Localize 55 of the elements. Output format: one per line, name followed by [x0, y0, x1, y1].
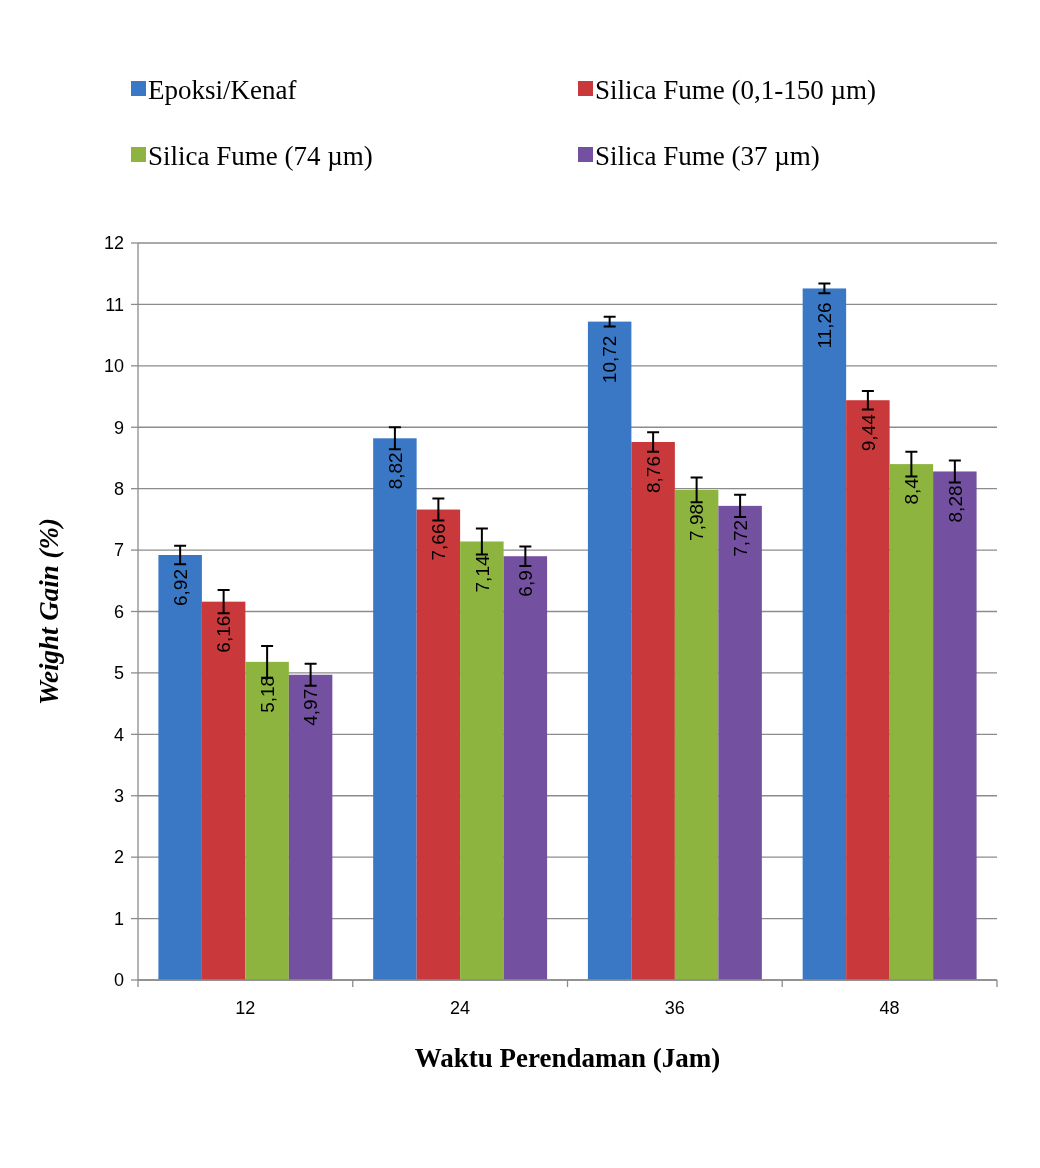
text: 8,76: [642, 455, 664, 493]
bar: [718, 505, 762, 980]
legend-label: Silica Fume (74 µm): [148, 141, 373, 172]
bar: [201, 601, 246, 980]
bar: [373, 438, 417, 980]
y-tick-label: 10: [103, 356, 124, 377]
text: 10,72: [599, 335, 621, 384]
y-tick-label: 0: [113, 970, 124, 991]
text: 6,16: [213, 615, 235, 653]
x-tick-label: 24: [450, 998, 471, 1018]
text: 7,14: [471, 555, 493, 593]
legend-label: Epoksi/Kenaf: [148, 75, 297, 106]
text: 8,4: [901, 478, 923, 505]
y-tick-label: 12: [103, 233, 124, 254]
bar: [288, 674, 333, 980]
text: 4,97: [300, 688, 322, 726]
y-tick-label: 4: [113, 724, 124, 745]
legend-label: Silica Fume (0,1-150 µm): [595, 75, 877, 106]
bar: [158, 555, 202, 980]
y-tick-label: 1: [113, 908, 124, 929]
bar: [245, 661, 289, 980]
y-axis-title: Weight Gain (%): [34, 518, 64, 705]
y-tick-label: 3: [113, 786, 124, 807]
text: 7,72: [729, 519, 751, 557]
bar: [674, 489, 719, 980]
y-tick-label: 7: [113, 540, 124, 561]
y-tick-label: 11: [105, 294, 124, 315]
text: 8,82: [384, 452, 406, 490]
bar: [889, 464, 934, 980]
y-tick-label: 6: [113, 601, 124, 622]
bar: [416, 509, 461, 980]
y-tick-label: 2: [113, 847, 124, 868]
bar: [460, 541, 504, 980]
x-axis-title: Waktu Perendaman (Jam): [414, 1043, 721, 1073]
bar: [846, 400, 890, 980]
text: 5,18: [256, 675, 278, 713]
text: 8,28: [944, 485, 966, 523]
legend-label: Silica Fume (37 µm): [595, 141, 820, 172]
bar: [587, 321, 632, 980]
y-tick-label: 9: [113, 417, 124, 438]
text: 11,26: [814, 302, 836, 349]
bar: [933, 471, 977, 980]
y-tick-label: 8: [113, 478, 124, 499]
x-tick-label: 12: [235, 998, 256, 1018]
y-tick-label: 5: [113, 663, 124, 684]
bar: [802, 288, 847, 980]
text: 6,92: [169, 569, 191, 606]
text: 9,44: [857, 414, 879, 452]
text: 7,66: [428, 523, 450, 561]
x-tick-label: 36: [664, 998, 685, 1018]
x-tick-label: 48: [879, 998, 900, 1018]
text: 6,9: [515, 570, 537, 597]
text: 7,98: [686, 503, 708, 541]
bar: [631, 441, 675, 980]
bar: [503, 556, 548, 980]
